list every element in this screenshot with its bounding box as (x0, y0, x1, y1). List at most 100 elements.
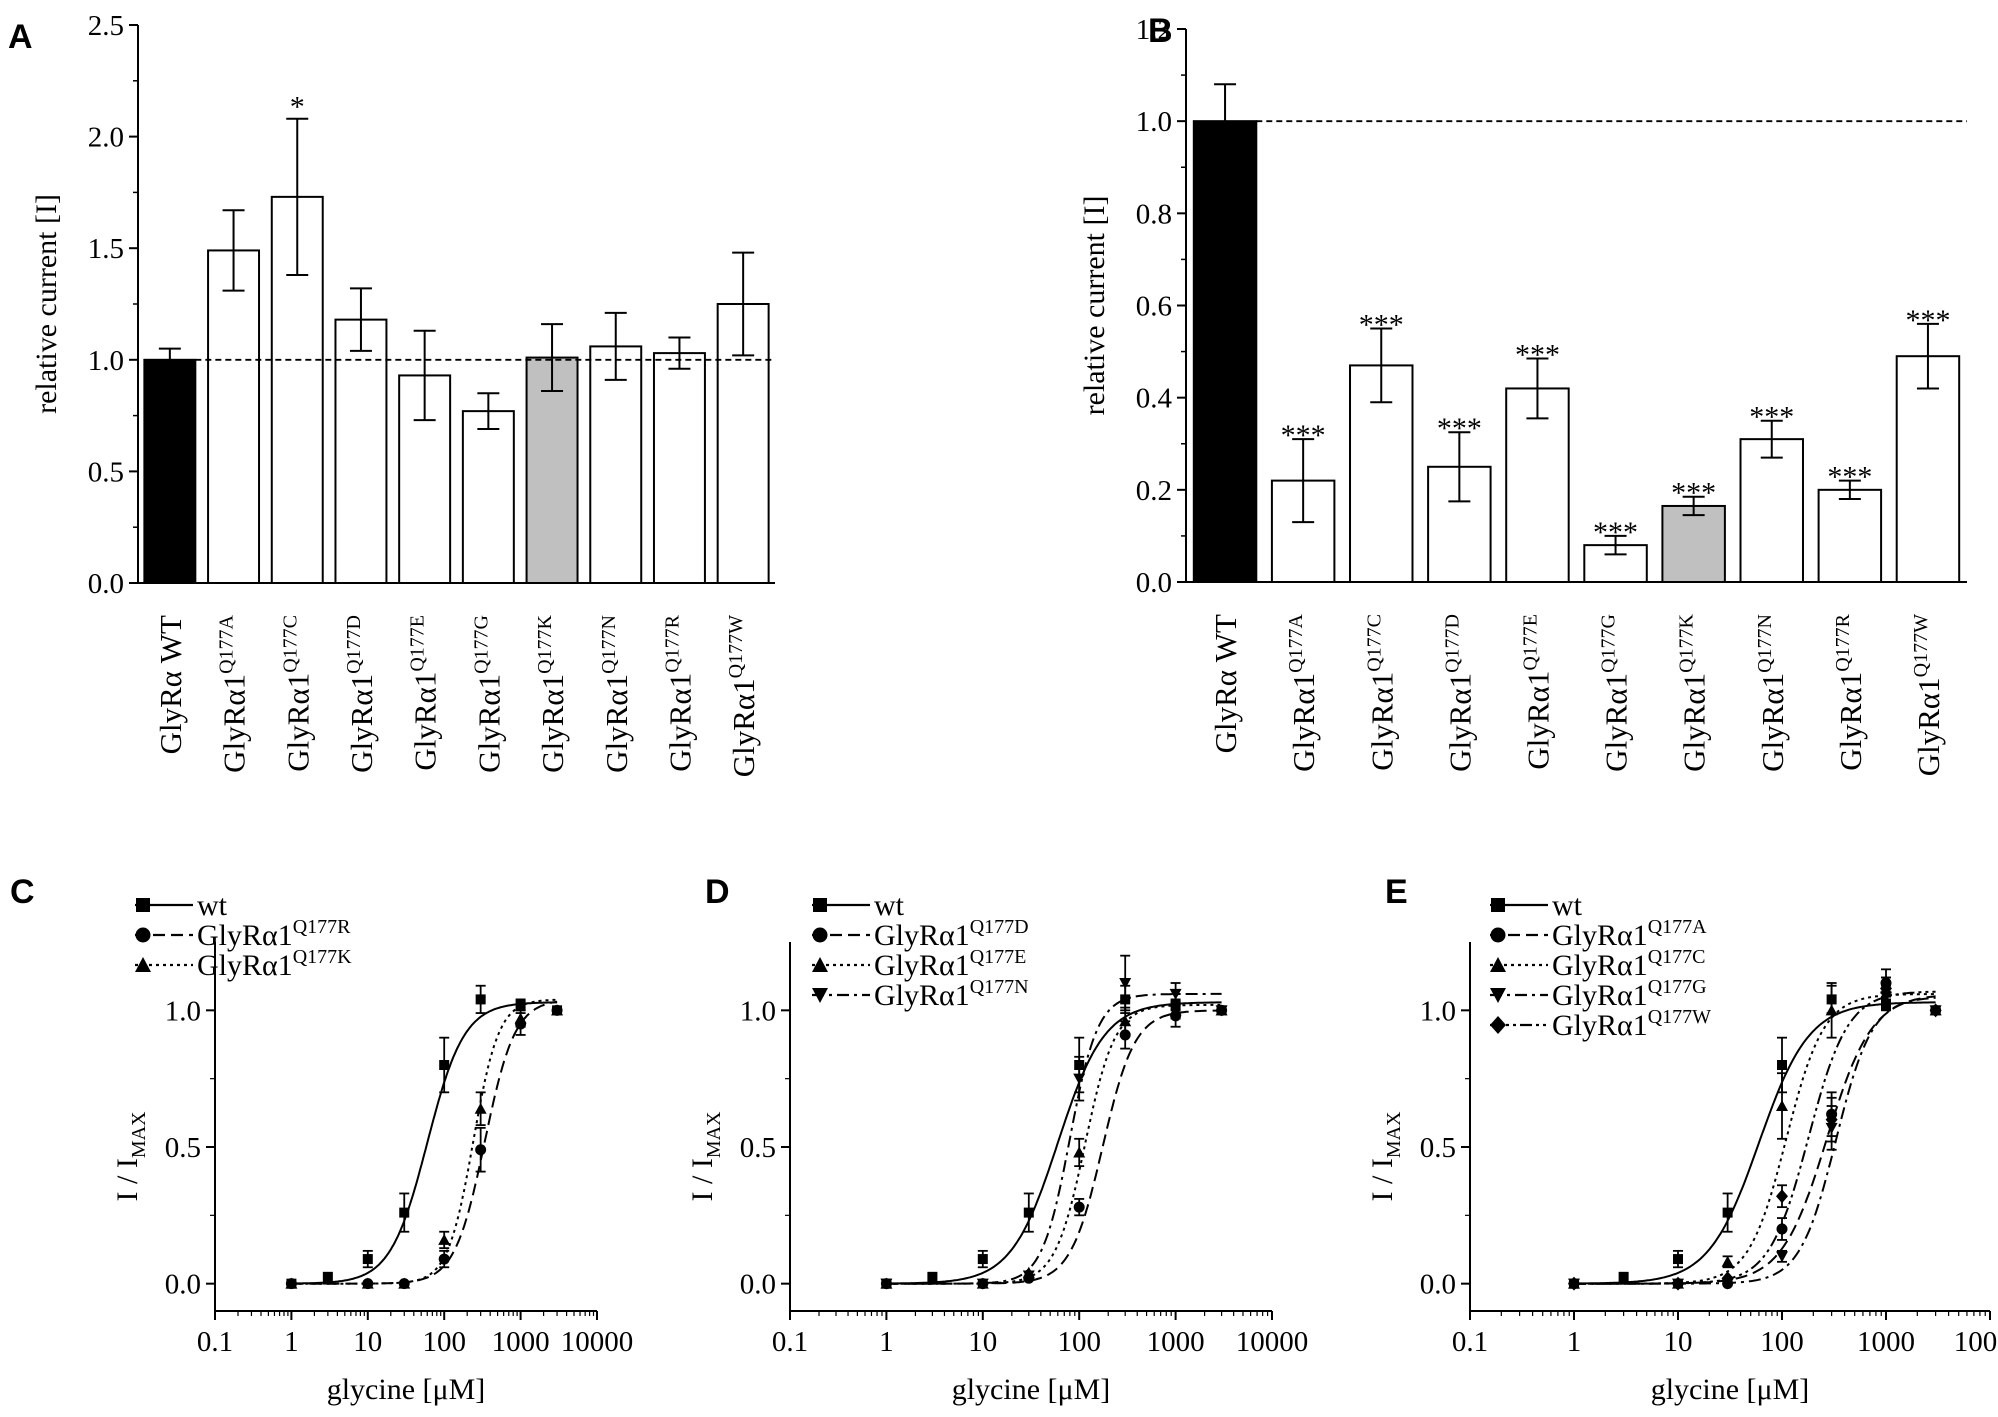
significance-label: *** (1281, 419, 1326, 452)
marker-triangle (1119, 1015, 1132, 1027)
category-label: GlyRα1Q177R (1832, 613, 1868, 770)
legend-label: GlyRα1Q177W (1552, 1006, 1711, 1042)
marker-triangle (1776, 1100, 1788, 1111)
y-axis-label-base: I / I (1366, 1158, 1399, 1201)
marker-triangle-down (1215, 1005, 1228, 1017)
marker-square (813, 898, 827, 912)
category-label: GlyRα1Q177A (216, 614, 252, 772)
marker-square (399, 1207, 410, 1218)
category-superscript: Q177D (343, 615, 365, 674)
category-label: GlyRα1Q177W (725, 615, 761, 777)
marker-triangle (1490, 957, 1506, 972)
y-tick-label: 1.0 (165, 995, 201, 1027)
category-superscript: Q177G (1598, 614, 1620, 673)
category-label: GlyRα WT (153, 615, 188, 754)
category-superscript: Q177G (470, 615, 492, 674)
legend-label-base: GlyRα1 (874, 919, 970, 952)
marker-triangle-down (812, 988, 828, 1003)
x-tick-label: 1 (284, 1326, 299, 1358)
marker-triangle (551, 1004, 564, 1016)
x-tick-label: 10000 (1236, 1326, 1309, 1358)
fit-curve (886, 1009, 1222, 1285)
marker-triangle (1825, 1004, 1838, 1016)
category-label: GlyRα1Q177W (1910, 614, 1946, 776)
category-base: GlyRα1 (280, 673, 315, 772)
legend-label-superscript: Q177R (293, 916, 351, 938)
y-tick-label: 0.0 (165, 1269, 201, 1301)
category-superscript: Q177W (725, 615, 747, 678)
category-base: GlyRα1 (662, 673, 697, 772)
category-superscript: Q177K (534, 614, 556, 673)
marker-square (515, 999, 526, 1010)
y-tick-label: 0.5 (165, 1132, 201, 1164)
legend-label: GlyRα1Q177N (874, 976, 1029, 1012)
bar (1739, 438, 1804, 583)
marker-triangle (438, 1233, 451, 1245)
marker-square (322, 1273, 333, 1284)
category-base: GlyRα1 (217, 674, 252, 773)
marker-triangle (812, 957, 828, 972)
y-tick-label: 0.2 (1136, 475, 1172, 507)
legend-label-base: GlyRα1 (1552, 919, 1648, 952)
x-tick-label: 1 (879, 1326, 894, 1358)
category-superscript: Q177E (407, 615, 429, 672)
legend-label: wt (1552, 889, 1583, 922)
y-tick-label: 1.0 (1420, 995, 1456, 1027)
panel-C: C 0.1 1 10 100 1000 10000 0.0 0.5 1.0 glycine [μM]… (10, 873, 633, 1406)
category-base: GlyRα1 (726, 678, 761, 777)
y-tick-label: 2.0 (88, 122, 124, 154)
x-tick-label: 100 (1057, 1326, 1101, 1358)
legend-label-base: GlyRα1 (1552, 1009, 1648, 1042)
category-superscript: Q177R (1832, 613, 1854, 671)
marker-triangle (135, 957, 151, 972)
category-label: GlyRα1Q177N (598, 615, 634, 773)
significance-label: *** (1671, 477, 1716, 510)
legend-label: GlyRα1Q177A (1552, 916, 1707, 952)
marker-square (1491, 898, 1505, 912)
bar (652, 352, 706, 584)
category-label: GlyRα1Q177G (470, 615, 506, 773)
x-tick-label: 1000 (492, 1326, 550, 1358)
x-tick-label: 10 (353, 1326, 382, 1358)
y-axis-label: I / IMAX (111, 1111, 150, 1202)
category-superscript: Q177R (661, 614, 683, 672)
marker-diamond (1490, 1016, 1506, 1034)
bar (1505, 387, 1570, 584)
category-label: GlyRα1Q177D (1441, 614, 1477, 772)
marker-triangle-down (1490, 988, 1506, 1003)
legend-label-superscript: Q177N (970, 976, 1029, 998)
category-superscript: Q177N (598, 615, 620, 674)
y-tick-label: 1.5 (88, 233, 124, 265)
bar (1192, 120, 1258, 584)
panel-label: A (8, 18, 33, 56)
marker-circle (1490, 927, 1506, 943)
category-base: GlyRα1 (1833, 672, 1868, 771)
legend-label: GlyRα1Q177R (197, 916, 351, 952)
category-base: GlyRα WT (153, 615, 188, 754)
legend-label-superscript: Q177D (970, 916, 1029, 938)
bar (525, 356, 579, 584)
marker-circle (812, 927, 828, 943)
y-axis-label-base: I / I (686, 1158, 719, 1201)
marker-triangle-down (976, 1278, 989, 1290)
marker-diamond (1929, 1003, 1942, 1018)
legend-label-superscript: Q177E (970, 946, 1027, 968)
y-axis-label-subscript: MAX (128, 1111, 150, 1158)
y-axis-label: I / IMAX (686, 1111, 725, 1202)
x-tick-label: 1000 (1147, 1326, 1205, 1358)
category-superscript: Q177C (1363, 614, 1385, 672)
legend-label: wt (874, 889, 905, 922)
category-label: GlyRα1Q177E (1519, 614, 1555, 770)
legend-label-base: GlyRα1 (197, 949, 293, 982)
marker-triangle (1721, 1255, 1734, 1267)
x-tick-label: 0.1 (1452, 1326, 1488, 1358)
marker-square (362, 1254, 373, 1265)
category-label: GlyRα1Q177D (343, 615, 379, 773)
category-label: GlyRα1Q177K (1676, 613, 1712, 771)
y-tick-label: 0.5 (1420, 1132, 1456, 1164)
category-label: GlyRα1Q177C (279, 615, 315, 772)
legend-label: GlyRα1Q177D (874, 916, 1029, 952)
significance-label: *** (1593, 516, 1638, 549)
x-tick-label: 1 (1567, 1326, 1582, 1358)
marker-square (1673, 1254, 1683, 1265)
